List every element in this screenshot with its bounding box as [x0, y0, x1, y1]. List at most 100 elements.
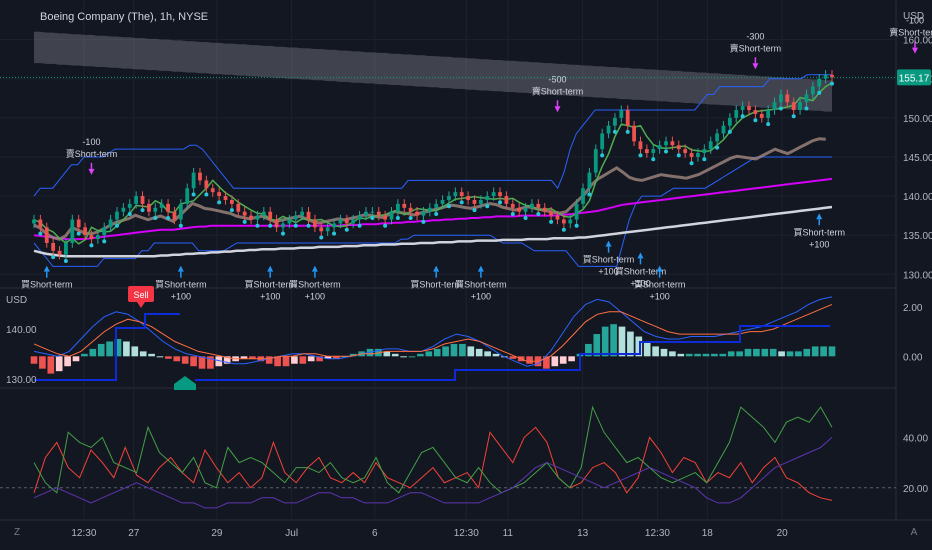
candle-body[interactable] — [236, 203, 241, 212]
candle-body[interactable] — [217, 192, 222, 197]
candle-body[interactable] — [178, 203, 183, 220]
candle-body[interactable] — [817, 78, 822, 87]
candle-body[interactable] — [434, 203, 439, 208]
candle-body[interactable] — [791, 102, 796, 111]
candle-body[interactable] — [185, 188, 190, 204]
candle-body[interactable] — [561, 219, 566, 224]
candle-body[interactable] — [344, 219, 349, 224]
candle-body[interactable] — [747, 106, 751, 111]
candle-body[interactable] — [364, 211, 368, 216]
candle-body[interactable] — [542, 207, 547, 212]
candle-body[interactable] — [581, 188, 585, 204]
candle-body[interactable] — [810, 86, 815, 95]
candle-body[interactable] — [683, 149, 688, 154]
candle-body[interactable] — [753, 110, 758, 114]
candle-body[interactable] — [121, 207, 126, 212]
candle-body[interactable] — [415, 211, 419, 216]
candle-body[interactable] — [249, 215, 253, 220]
candle-body[interactable] — [779, 94, 783, 103]
candle-body[interactable] — [555, 215, 560, 220]
candle-body[interactable] — [472, 199, 477, 204]
symbol-title[interactable]: Boeing Company (The), 1h, NYSE — [40, 11, 208, 23]
candle-body[interactable] — [338, 219, 343, 224]
candle-body[interactable] — [696, 153, 700, 157]
candle-body[interactable] — [638, 141, 643, 150]
candle-body[interactable] — [370, 211, 375, 213]
candle-body[interactable] — [115, 211, 119, 220]
candle-body[interactable] — [300, 211, 305, 216]
candle-body[interactable] — [242, 211, 247, 216]
candle-body[interactable] — [408, 207, 413, 212]
candle-body[interactable] — [172, 211, 177, 220]
candle-body[interactable] — [632, 125, 636, 142]
candle-body[interactable] — [159, 203, 164, 208]
candle-body[interactable] — [670, 141, 675, 146]
candle-body[interactable] — [57, 250, 62, 255]
candle-body[interactable] — [223, 196, 228, 200]
candle-body[interactable] — [466, 196, 471, 200]
candle-body[interactable] — [689, 153, 694, 157]
time-zone-button[interactable]: Z — [14, 527, 20, 538]
auto-scale-button[interactable]: A — [911, 527, 918, 538]
candle-body[interactable] — [230, 199, 234, 204]
candle-body[interactable] — [108, 219, 113, 228]
candle-body[interactable] — [376, 211, 381, 216]
candle-body[interactable] — [153, 207, 158, 212]
candle-body[interactable] — [89, 235, 94, 240]
candle-body[interactable] — [772, 102, 777, 111]
candle-body[interactable] — [261, 211, 266, 216]
candle-body[interactable] — [306, 211, 311, 220]
candle-body[interactable] — [504, 196, 509, 204]
candle-body[interactable] — [721, 125, 726, 134]
candle-body[interactable] — [134, 196, 139, 204]
candle-body[interactable] — [293, 215, 298, 220]
candle-body[interactable] — [147, 203, 151, 212]
time-axis[interactable]: 12:30 27 29 Jul 6 12:30 11 13 12:30 18 20 — [71, 528, 788, 539]
candle-body[interactable] — [708, 141, 713, 150]
candle-body[interactable] — [357, 215, 362, 220]
candle-body[interactable] — [198, 172, 202, 181]
candle-body[interactable] — [76, 219, 81, 228]
candle-body[interactable] — [32, 219, 36, 224]
candle-body[interactable] — [823, 74, 828, 79]
candle-body[interactable] — [651, 149, 656, 154]
candle-body[interactable] — [402, 203, 407, 208]
candle-body[interactable] — [574, 203, 579, 220]
candle-body[interactable] — [830, 74, 834, 78]
candle-body[interactable] — [459, 192, 464, 197]
candle-body[interactable] — [625, 110, 630, 126]
candle-body[interactable] — [395, 203, 400, 212]
candle-body[interactable] — [51, 242, 56, 251]
candle-body[interactable] — [759, 113, 764, 118]
candle-body[interactable] — [332, 223, 336, 228]
candle-body[interactable] — [70, 219, 75, 243]
candle-body[interactable] — [517, 207, 522, 212]
candle-body[interactable] — [734, 110, 739, 118]
candle-body[interactable] — [568, 219, 573, 224]
candle-body[interactable] — [268, 211, 273, 220]
candle-body[interactable] — [274, 219, 279, 228]
candle-body[interactable] — [421, 211, 426, 216]
candle-body[interactable] — [644, 149, 649, 154]
candle-body[interactable] — [498, 192, 502, 197]
candle-body[interactable] — [453, 192, 458, 197]
candle-body[interactable] — [785, 94, 790, 103]
candle-body[interactable] — [491, 192, 496, 197]
candle-body[interactable] — [766, 110, 771, 118]
candle-body[interactable] — [38, 219, 43, 228]
candle-body[interactable] — [740, 106, 745, 111]
candle-body[interactable] — [287, 219, 292, 224]
candle-body[interactable] — [389, 211, 394, 220]
candle-body[interactable] — [613, 117, 617, 126]
candle-body[interactable] — [657, 145, 662, 150]
candle-body[interactable] — [440, 199, 445, 204]
candle-body[interactable] — [715, 133, 719, 142]
dmi-pane[interactable] — [33, 405, 833, 509]
candle-body[interactable] — [351, 219, 356, 224]
candle-body[interactable] — [702, 149, 707, 154]
candle-body[interactable] — [383, 215, 388, 220]
candle-body[interactable] — [549, 211, 554, 216]
candle-body[interactable] — [676, 145, 681, 150]
candle-body[interactable] — [447, 196, 451, 200]
